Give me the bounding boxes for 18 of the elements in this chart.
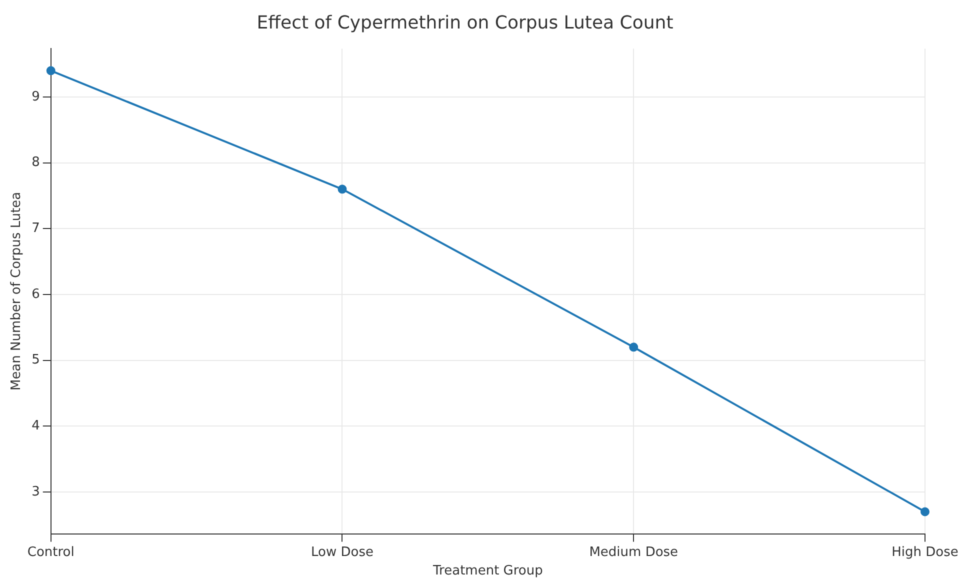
y-axis-title: Mean Number of Corpus Lutea — [9, 192, 24, 391]
y-tick-label: 5 — [32, 352, 40, 368]
y-tick-label: 9 — [32, 89, 40, 104]
y-tick-label: 6 — [32, 286, 40, 302]
y-tick-label: 4 — [32, 418, 40, 434]
x-tick-label: Control — [27, 544, 74, 560]
x-tick-label: Low Dose — [311, 544, 374, 560]
point — [338, 184, 347, 194]
y-tick-label: 3 — [32, 484, 40, 500]
y-tick-label: 8 — [32, 155, 40, 170]
chart-title: Effect of Cypermethrin on Corpus Lutea Count — [256, 12, 674, 34]
point — [629, 342, 638, 352]
point — [920, 507, 930, 516]
point — [46, 66, 56, 76]
x-axis-title: Treatment Group — [432, 564, 543, 579]
y-tick-label: 7 — [32, 221, 40, 236]
x-tick-label: Medium Dose — [589, 544, 678, 560]
x-tick-label: High Dose — [892, 544, 958, 560]
